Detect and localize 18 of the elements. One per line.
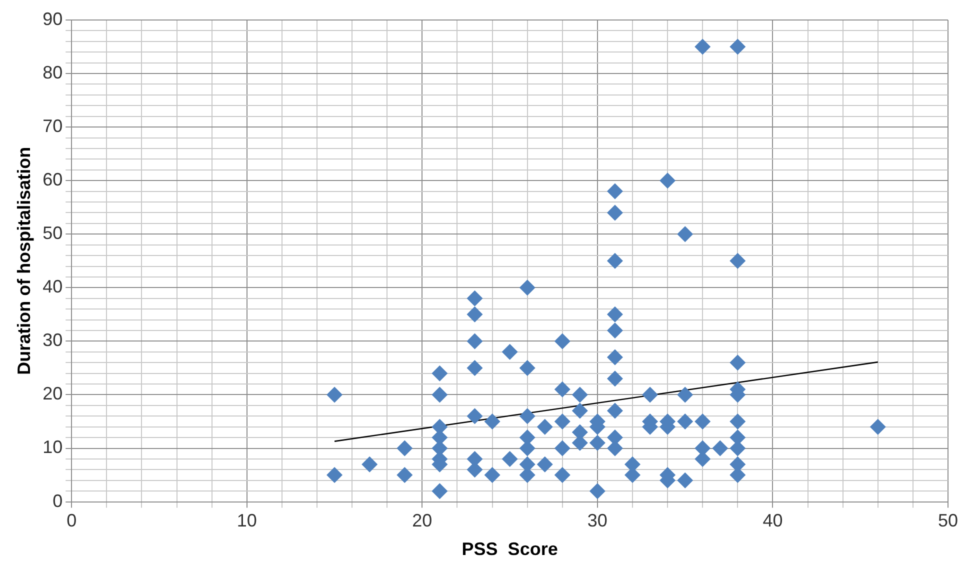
x-tick-label: 50 <box>938 510 958 531</box>
x-tick-label: 40 <box>762 510 783 531</box>
x-tick-label: 10 <box>236 510 257 531</box>
x-tick-label: 20 <box>412 510 432 531</box>
y-tick-label: 0 <box>52 490 63 511</box>
y-tick-label: 40 <box>42 276 63 297</box>
y-axis-title: Duration of hospitalisation <box>14 146 34 375</box>
y-tick-label: 70 <box>42 116 63 136</box>
y-tick-label: 90 <box>42 8 63 29</box>
y-tick-label: 80 <box>42 62 63 82</box>
x-tick-label: 0 <box>66 510 77 531</box>
x-tick-label: 30 <box>587 510 608 531</box>
x-axis-title: PSS Score <box>462 539 558 560</box>
y-tick-label: 50 <box>42 223 63 244</box>
y-tick-label: 20 <box>42 384 63 404</box>
y-tick-label: 10 <box>42 437 63 458</box>
y-tick-label: 30 <box>42 330 63 350</box>
y-tick-label: 60 <box>42 170 63 190</box>
